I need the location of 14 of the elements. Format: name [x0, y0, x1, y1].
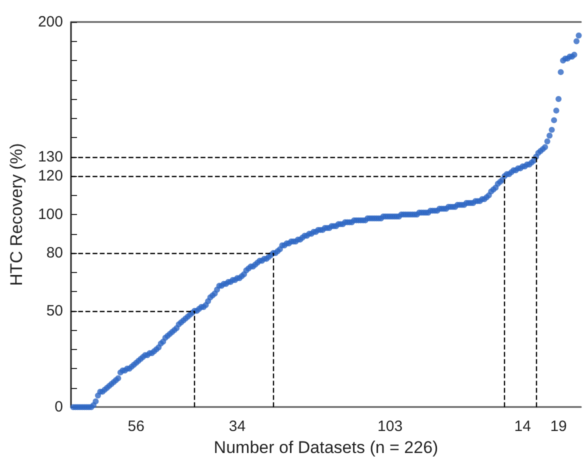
y-tick-label: 50	[46, 302, 63, 320]
y-tick-label: 130	[38, 148, 63, 166]
y-axis-title: HTC Recovery (%)	[7, 143, 26, 286]
x-tick-label: 19	[550, 418, 567, 436]
x-tick-label: 14	[514, 418, 531, 436]
y-tick-label: 0	[54, 398, 63, 416]
x-tick-label: 56	[128, 418, 144, 436]
x-axis-title: Number of Datasets (n = 226)	[214, 438, 438, 457]
y-tick-label: 100	[38, 206, 63, 224]
x-tick-label: 103	[378, 418, 403, 436]
x-tick-label: 34	[228, 418, 246, 436]
y-tick-label: 200	[38, 14, 63, 30]
y-tick-label: 80	[46, 244, 63, 262]
y-tick-label: 120	[38, 168, 63, 185]
